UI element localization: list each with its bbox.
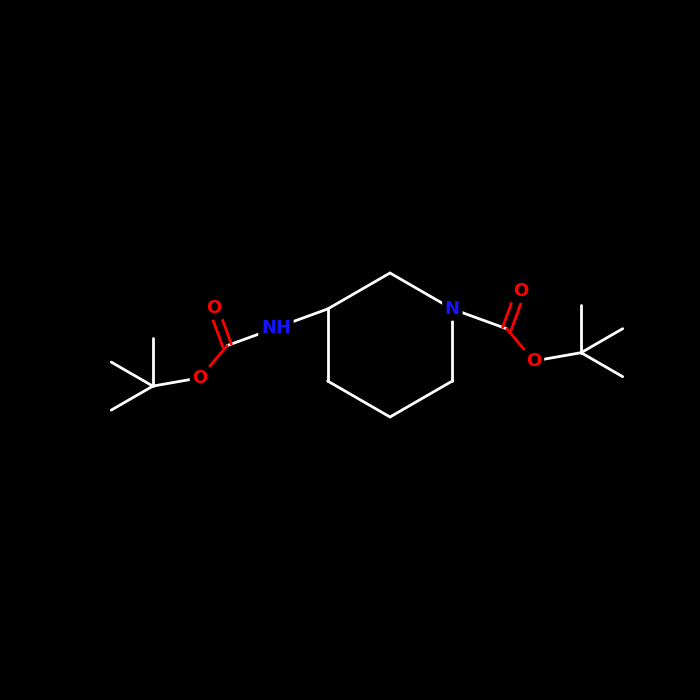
Text: N: N bbox=[445, 300, 460, 318]
Text: NH: NH bbox=[261, 318, 291, 337]
Text: O: O bbox=[193, 369, 208, 387]
Text: O: O bbox=[513, 282, 528, 300]
Text: O: O bbox=[206, 299, 221, 317]
Text: O: O bbox=[526, 352, 542, 370]
